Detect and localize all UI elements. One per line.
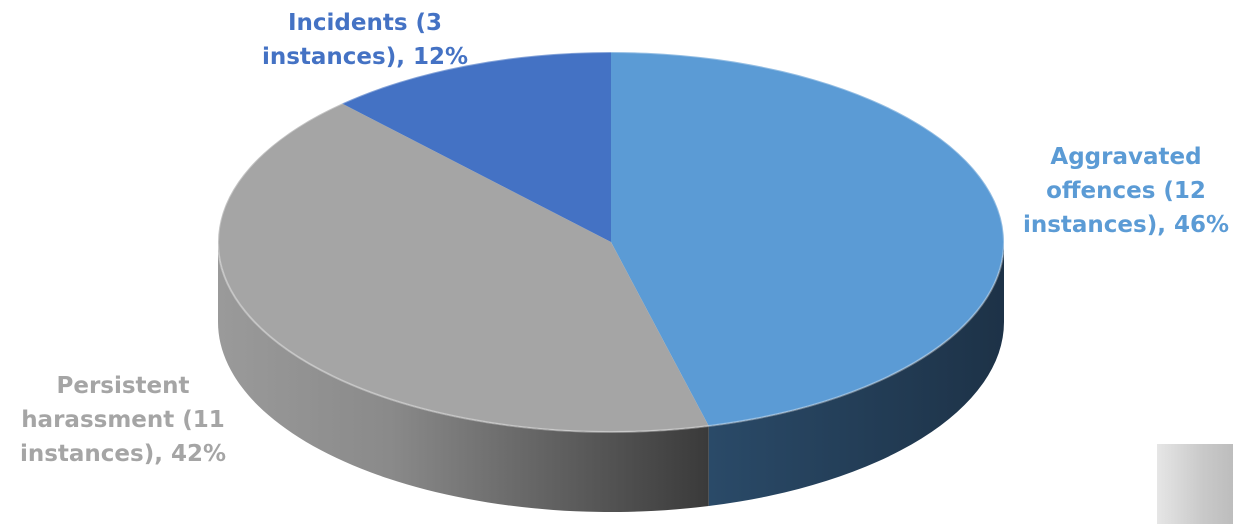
slice-label-aggravated-offences: Aggravated offences (12 instances), 46%: [1022, 144, 1230, 238]
pie-slice-aggravated-offences: [611, 52, 1004, 427]
pie-slice-persistent-harassment: [218, 103, 709, 432]
corner-swatch: [1157, 444, 1233, 524]
slice-label-persistent-harassment: Persistent harassment (11 instances), 42…: [19, 373, 227, 467]
pie-slice-incidents: [341, 52, 611, 242]
pie-rim: [217, 51, 1005, 433]
pie-side-aggravated-offences: [708, 242, 1004, 507]
slice-label-incidents: Incidents (3 instances), 12%: [261, 10, 469, 70]
pie-side-persistent-harassment: [218, 242, 709, 512]
